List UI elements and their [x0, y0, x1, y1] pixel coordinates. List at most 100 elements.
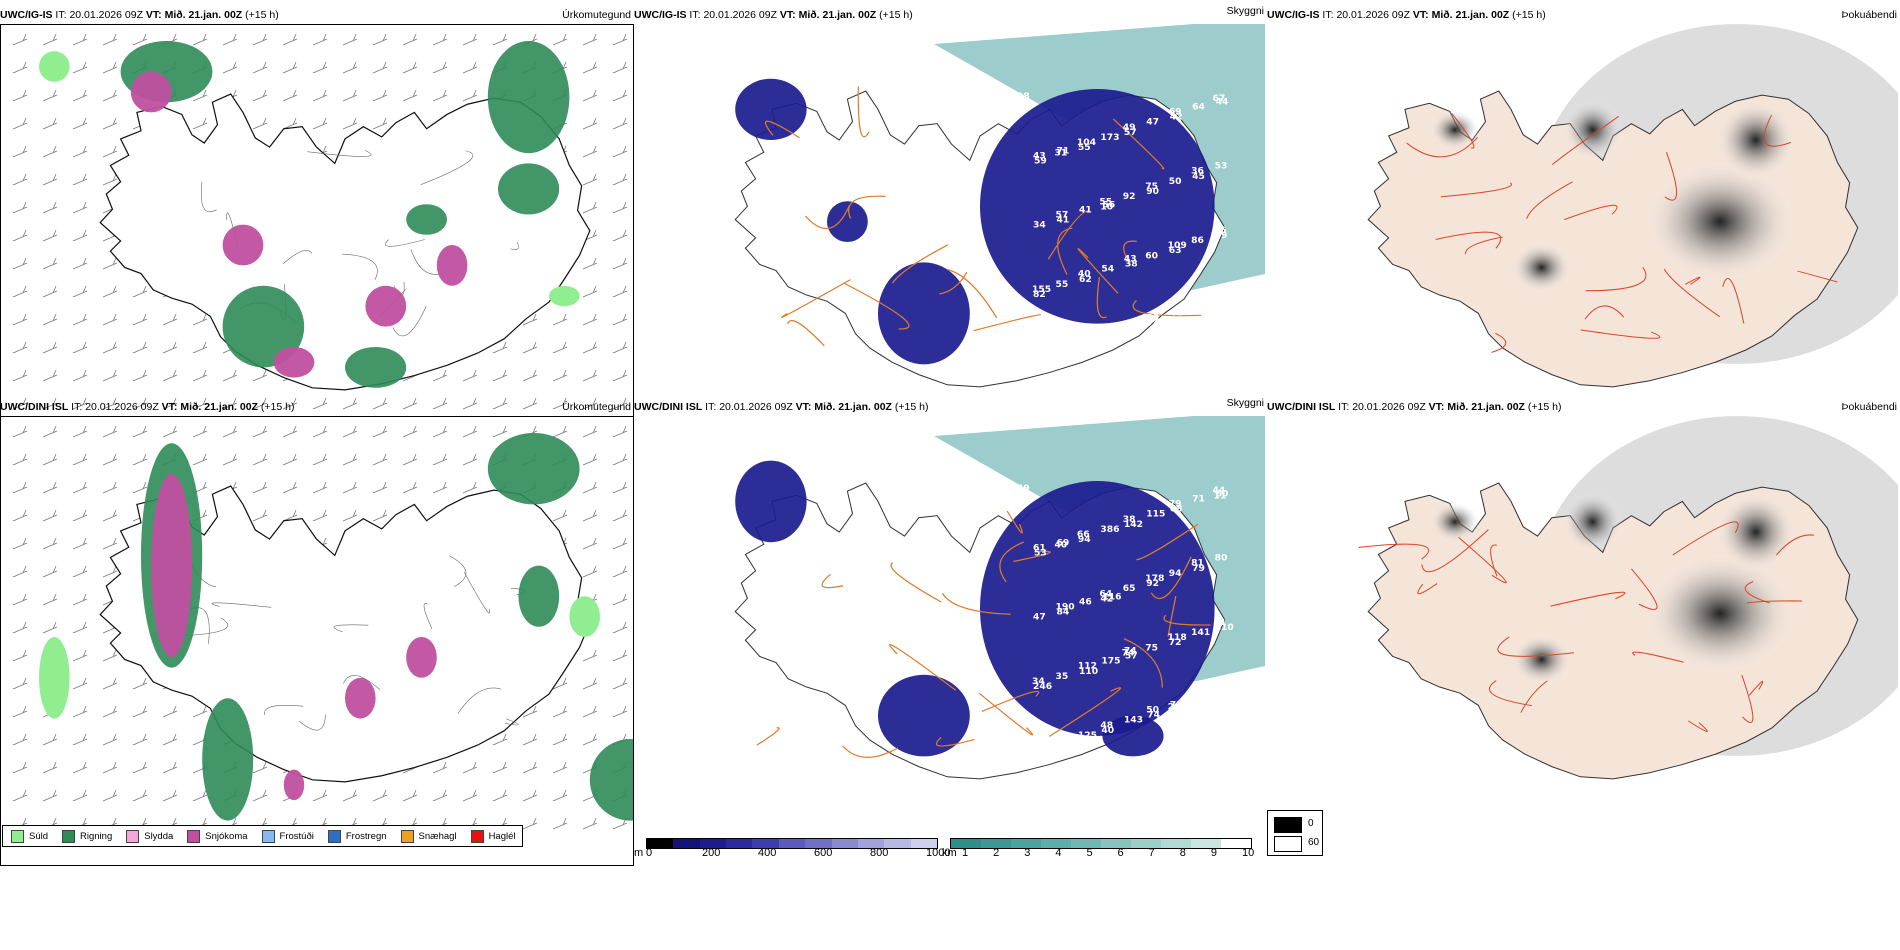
- wind-barb: [72, 705, 88, 718]
- vt-label: VT:: [779, 9, 796, 21]
- wind-barb: [432, 425, 448, 438]
- precip-map[interactable]: [0, 416, 634, 866]
- wind-barb: [162, 733, 178, 746]
- cloudbase-value: 40: [1101, 725, 1114, 736]
- colorbar-tick: 2: [993, 847, 1000, 859]
- cloud-map[interactable]: 149 69 116 74 72 60 61 46 57 50 71 53 190 175 74 79 80 84…: [634, 416, 1265, 836]
- wind-barb: [42, 565, 58, 578]
- road-line: [843, 282, 910, 330]
- cloudbase-value: 46: [1079, 596, 1092, 607]
- precip-legend-label: Súld: [29, 830, 49, 842]
- colorbar-tick: 8: [1179, 847, 1186, 859]
- wind-barb: [72, 509, 88, 522]
- river-line: [510, 241, 520, 250]
- wind-barb: [102, 733, 118, 746]
- vt-label: VT:: [1412, 9, 1429, 21]
- wind-barb: [552, 425, 568, 438]
- cloud-map[interactable]: 808 71 56 43 46 44 43 41 38 58 64 59 57 54 74 69 53 41 40 3…: [634, 24, 1265, 444]
- colorbar-tick: 9: [1210, 847, 1217, 859]
- wind-barb: [612, 89, 628, 102]
- wind-barb: [522, 761, 538, 774]
- wind-barb: [72, 453, 88, 466]
- precip-legend-label: Slydda: [144, 830, 174, 842]
- model-row-2: UWC/DINI ISL IT: 20.01.2026 09Z VT: Mið.…: [0, 397, 1900, 870]
- wind-barb: [192, 89, 208, 102]
- wind-barb: [12, 705, 28, 718]
- colorbar-segment: [726, 839, 753, 848]
- model-name: UWC/DINI ISL: [634, 401, 703, 413]
- it-value: 20.01.2026 09Z: [703, 9, 777, 21]
- wind-barb: [432, 33, 448, 46]
- wind-barb: [162, 369, 178, 382]
- it-label: IT:: [71, 401, 83, 413]
- wind-barb: [102, 677, 118, 690]
- cloudbase-value: 43: [1191, 304, 1204, 315]
- cloudbase-value: 26: [1168, 701, 1181, 712]
- road-line: [1763, 114, 1792, 147]
- road-line: [1685, 276, 1701, 285]
- river-line: [211, 602, 272, 608]
- it-value: 20.01.2026 09Z: [719, 401, 793, 413]
- road-line: [1722, 278, 1745, 324]
- precip-map[interactable]: [0, 24, 634, 474]
- wind-barb: [462, 89, 478, 102]
- iceland-cloud: 149 69 116 74 72 60 61 46 57 50 71 53 190 175 74 79 80 84…: [734, 460, 1234, 780]
- road-line: [1077, 248, 1119, 294]
- precip-legend-swatch: [400, 829, 414, 843]
- wind-barb: [282, 453, 298, 466]
- wind-barb: [102, 481, 118, 494]
- cloudbase-value: 57: [1125, 650, 1138, 661]
- wind-barb: [282, 397, 298, 410]
- cloudbase-value: 46: [1170, 307, 1183, 318]
- wind-barb: [312, 89, 328, 102]
- road-line: [756, 727, 780, 746]
- road-line: [1796, 270, 1838, 283]
- wind-barb: [132, 733, 148, 746]
- cloudbase-value: 72: [1170, 699, 1183, 710]
- wind-barb: [102, 537, 118, 550]
- cloudbase-value: 75: [1145, 642, 1158, 653]
- wind-barb: [582, 397, 598, 410]
- wind-barb: [312, 453, 328, 466]
- wind-barb: [252, 509, 268, 522]
- wind-barb: [192, 789, 208, 802]
- cloudbase-value: 178: [1145, 573, 1164, 584]
- wind-barb: [102, 285, 118, 298]
- road-line: [935, 736, 975, 747]
- iceland-precip: [39, 433, 633, 821]
- road-line: [1584, 305, 1625, 320]
- river-line: [201, 181, 217, 213]
- wind-barb: [72, 425, 88, 438]
- wind-barb: [612, 313, 628, 326]
- wind-barb: [12, 425, 28, 438]
- wind-barb: [462, 789, 478, 802]
- cloudbase-value: 40: [1054, 539, 1067, 550]
- wind-barb: [282, 481, 298, 494]
- colorbar-tick: 4: [1055, 847, 1062, 859]
- rain-area: [222, 285, 305, 368]
- road-line: [1585, 267, 1647, 292]
- river-line: [342, 253, 378, 281]
- road-line: [1741, 674, 1754, 723]
- cloudbase-value: 104: [1077, 137, 1096, 148]
- snow-area: [406, 637, 437, 678]
- cloudbase-value: 34: [1032, 676, 1045, 687]
- lead-time: (+15 h): [245, 9, 279, 21]
- precip-legend-swatch: [327, 829, 341, 843]
- colorbar-tick: 800: [870, 847, 889, 859]
- wind-barb: [522, 817, 538, 830]
- wind-barb: [132, 705, 148, 718]
- colorbar-tick: 200: [702, 847, 721, 859]
- river-line: [299, 714, 326, 731]
- wind-barb: [12, 649, 28, 662]
- it-value: 20.01.2026 09Z: [69, 9, 143, 21]
- wind-barb: [582, 565, 598, 578]
- cloudbase-value: 386: [1100, 524, 1119, 535]
- run-header: UWC/DINI ISL IT: 20.01.2026 09Z VT: Mið.…: [1267, 400, 1561, 414]
- road-line: [1421, 529, 1489, 573]
- wind-barb: [552, 789, 568, 802]
- fog-map[interactable]: [1267, 24, 1898, 444]
- vt-value: Mið. 21.jan. 00Z: [180, 401, 258, 413]
- wind-barb: [402, 89, 418, 102]
- fog-map[interactable]: [1267, 416, 1898, 836]
